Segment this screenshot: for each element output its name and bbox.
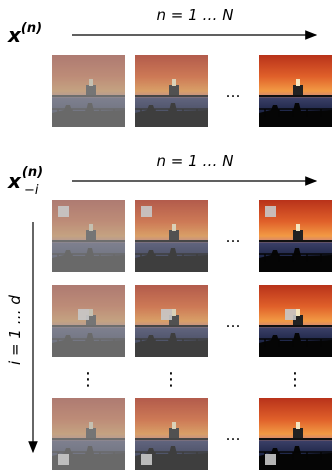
arrow-label: n = 1 … N	[157, 6, 234, 24]
masked-patch	[141, 206, 152, 217]
masked-patch	[265, 454, 276, 465]
fade-overlay	[52, 55, 125, 127]
label-base: x	[7, 169, 22, 193]
horizontal-ellipsis: …	[226, 228, 241, 246]
horizontal-ellipsis: …	[226, 83, 241, 101]
image-thumbnail	[259, 55, 332, 127]
masked-patch	[161, 309, 172, 320]
label-subscript: −i	[24, 183, 39, 198]
label-base: x	[7, 23, 22, 47]
vertical-ellipsis: ⋮	[286, 369, 304, 390]
vertical-ellipsis: ⋮	[162, 369, 180, 390]
horizontal-ellipsis: …	[226, 313, 241, 331]
horizontal-ellipsis: …	[226, 426, 241, 444]
masked-patch	[78, 309, 89, 320]
page: x(n) n = 1 … N x(n) −i n = 1 … N i = 1 ……	[0, 0, 333, 471]
fade-overlay	[135, 55, 208, 127]
image-thumbnail	[259, 285, 332, 357]
svg-text:x(n): x(n)	[7, 21, 42, 47]
bottom-label: x(n) −i	[7, 165, 43, 198]
fade-overlay	[135, 285, 208, 357]
label-superscript: (n)	[22, 165, 43, 180]
masked-patch	[265, 206, 276, 217]
diagram: x(n) n = 1 … N x(n) −i n = 1 … N i = 1 ……	[0, 0, 333, 471]
fade-overlay	[52, 285, 125, 357]
masked-patch	[285, 309, 296, 320]
masked-patch	[58, 454, 69, 465]
image-grid: … … … … ⋮ ⋮ ⋮	[52, 55, 332, 470]
masked-patch	[141, 454, 152, 465]
label-superscript: (n)	[21, 21, 42, 36]
masked-patch	[58, 206, 69, 217]
arrow-label: n = 1 … N	[157, 152, 234, 170]
top-label: x(n)	[7, 21, 42, 47]
vertical-ellipsis: ⋮	[79, 369, 97, 390]
vertical-label: i = 1 … d	[6, 295, 24, 365]
